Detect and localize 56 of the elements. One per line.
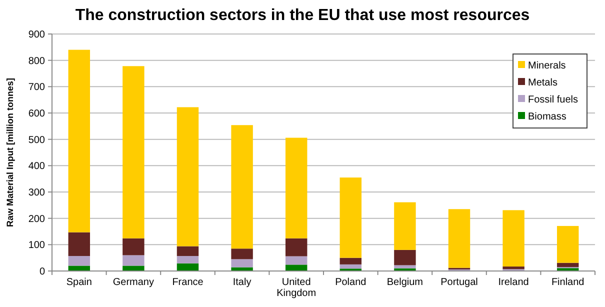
bar	[448, 209, 470, 268]
y-tick-label: 200	[28, 214, 46, 225]
bar	[68, 256, 90, 266]
y-tick-label: 0	[39, 266, 46, 278]
y-axis-title: Raw Material Input [million tonnes]	[5, 78, 15, 228]
bar	[176, 263, 199, 271]
bar	[176, 256, 199, 264]
x-tick-label: United Kingdom	[276, 277, 316, 299]
x-tick-label: Spain	[66, 277, 92, 288]
bar	[176, 107, 199, 246]
bar	[502, 210, 524, 267]
bar	[502, 266, 524, 270]
y-tick-label: 800	[28, 56, 46, 67]
bar	[122, 238, 144, 256]
bar	[394, 202, 416, 250]
bar	[176, 246, 199, 256]
y-tick-label: 300	[28, 188, 46, 198]
chart-title: The construction sectors in the EU that use most resources	[75, 7, 530, 24]
bar	[340, 258, 362, 264]
x-tick-label: France	[172, 277, 204, 288]
y-tick-label: 900	[28, 30, 46, 40]
x-tick-label: Poland	[335, 277, 366, 288]
x-tick-label: Italy	[232, 277, 252, 288]
bar	[556, 262, 579, 268]
bar	[231, 259, 253, 268]
bar	[122, 66, 144, 238]
x-tick-label: Germany	[112, 277, 154, 288]
bar	[68, 50, 90, 232]
bar	[394, 265, 416, 268]
x-tick-label: Portugal	[440, 277, 478, 288]
bar	[340, 178, 362, 258]
x-tick-label: Finland	[551, 277, 584, 288]
legend-label: Biomass	[528, 112, 566, 122]
bar	[285, 238, 308, 256]
legend-label: Fossil fuels	[528, 94, 578, 106]
bar	[285, 256, 308, 265]
y-tick-label: 100	[28, 240, 46, 252]
legend-label: Metals	[528, 78, 558, 88]
x-tick-label: Ireland	[498, 277, 529, 288]
y-tick-label: 500	[28, 134, 46, 146]
bar	[122, 266, 144, 271]
legend-label: Minerals	[528, 60, 566, 72]
bar	[340, 264, 362, 269]
x-tick-label: Belgium	[386, 277, 424, 288]
bar	[394, 250, 416, 266]
bar	[556, 226, 579, 263]
bar	[68, 232, 90, 256]
bar	[285, 264, 308, 271]
y-tick-label: 600	[28, 108, 46, 120]
bar	[285, 138, 308, 238]
bar	[122, 255, 144, 266]
bar	[68, 266, 90, 271]
bar	[231, 248, 253, 260]
y-tick-label: 700	[28, 82, 46, 94]
bar	[231, 125, 253, 249]
y-tick-label: 400	[28, 161, 46, 172]
